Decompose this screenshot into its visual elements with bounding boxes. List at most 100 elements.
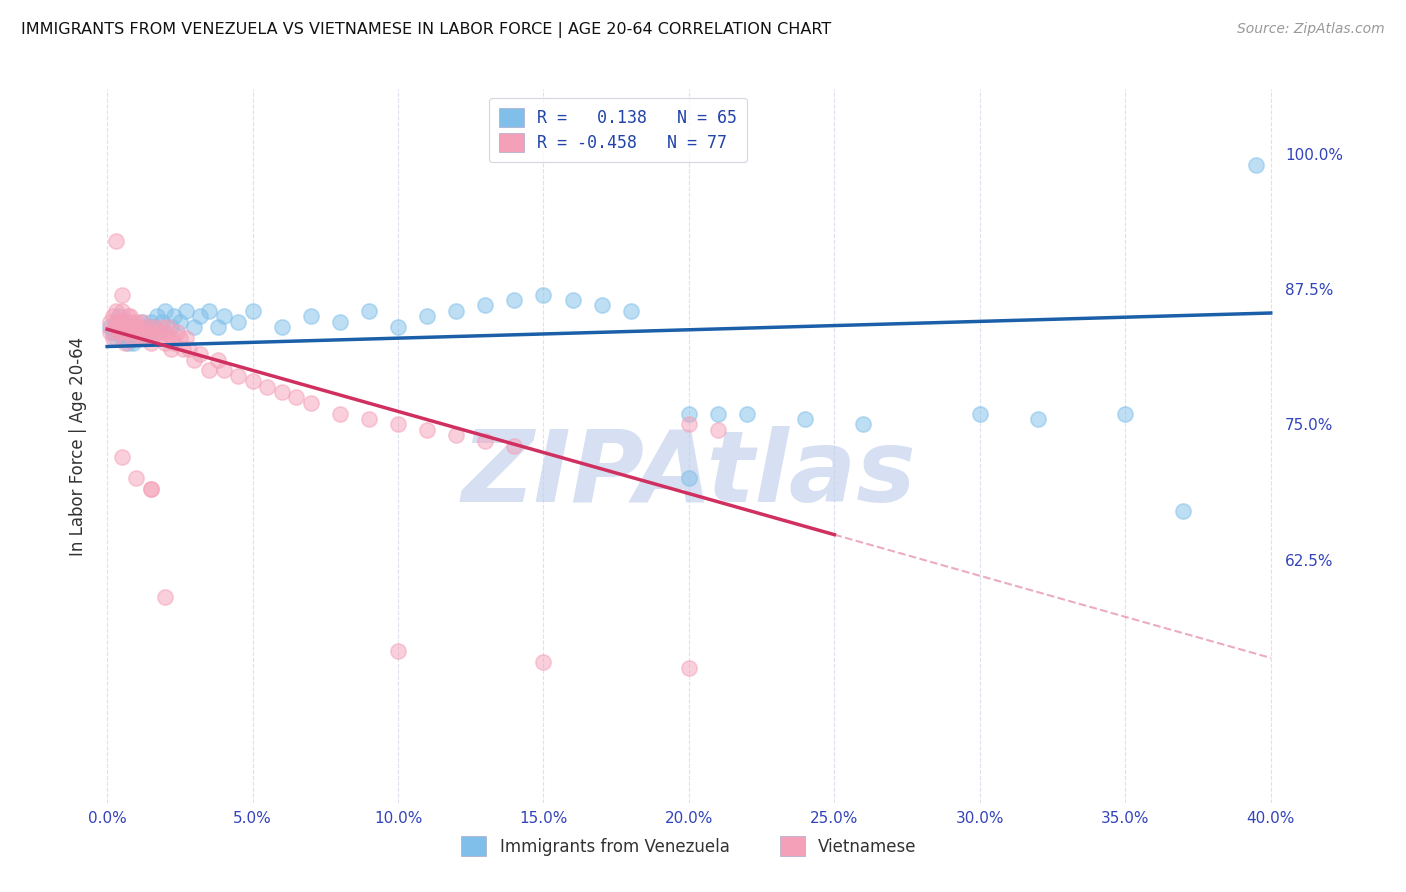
Point (212, 363, 235, 377)
Point (142, 320, 165, 334)
Point (101, 326, 124, 340)
Point (678, 660, 700, 674)
Text: ZIPAtlas: ZIPAtlas (461, 426, 917, 523)
Point (163, 336, 186, 351)
Point (270, 384, 292, 399)
Point (620, 303, 643, 318)
Point (107, 320, 129, 334)
Point (198, 303, 221, 318)
Point (114, 315, 136, 329)
Point (111, 326, 134, 340)
Point (131, 315, 153, 329)
Point (111, 303, 134, 318)
Point (120, 331, 142, 345)
Point (387, 417, 409, 432)
Point (735, 407, 758, 421)
Point (387, 320, 409, 334)
Point (207, 352, 229, 367)
Point (444, 303, 467, 318)
Point (474, 298, 496, 312)
Point (387, 644, 409, 658)
Point (155, 326, 177, 340)
Point (174, 303, 197, 318)
Point (120, 310, 142, 324)
Point (285, 390, 308, 404)
Point (131, 315, 153, 329)
Point (357, 303, 380, 318)
Point (226, 368, 249, 383)
Point (114, 331, 136, 345)
Point (1026, 412, 1049, 426)
Point (852, 417, 875, 432)
Point (707, 423, 730, 437)
Point (188, 310, 211, 324)
Point (444, 428, 467, 442)
Point (120, 320, 142, 334)
Point (111, 287, 134, 301)
Point (125, 320, 148, 334)
Point (122, 320, 145, 334)
Point (416, 423, 439, 437)
Text: IMMIGRANTS FROM VENEZUELA VS VIETNAMESE IN LABOR FORCE | AGE 20-64 CORRELATION C: IMMIGRANTS FROM VENEZUELA VS VIETNAMESE … (21, 22, 831, 38)
Point (561, 293, 583, 307)
Point (131, 331, 153, 345)
Point (139, 482, 162, 496)
Point (474, 434, 496, 448)
Point (148, 326, 170, 340)
Point (98, 320, 121, 334)
Point (256, 379, 278, 393)
Point (533, 655, 555, 669)
Point (188, 347, 211, 361)
Legend: Immigrants from Venezuela, Vietnamese: Immigrants from Venezuela, Vietnamese (454, 830, 924, 863)
Point (172, 342, 194, 356)
Point (125, 326, 148, 340)
Point (114, 320, 136, 334)
Point (134, 326, 156, 340)
Point (357, 412, 380, 426)
Point (111, 331, 134, 345)
Point (139, 326, 162, 340)
Point (117, 326, 139, 340)
Point (128, 320, 150, 334)
Y-axis label: In Labor Force | Age 20-64: In Labor Force | Age 20-64 (69, 336, 87, 556)
Point (145, 310, 167, 324)
Point (128, 326, 150, 340)
Point (114, 336, 136, 351)
Point (104, 315, 127, 329)
Point (242, 374, 264, 388)
Point (111, 320, 134, 334)
Point (122, 331, 145, 345)
Point (139, 315, 162, 329)
Point (139, 336, 162, 351)
Point (160, 320, 183, 334)
Point (678, 407, 700, 421)
Point (104, 315, 127, 329)
Point (1114, 407, 1136, 421)
Point (145, 326, 167, 340)
Point (131, 331, 153, 345)
Point (155, 303, 177, 318)
Point (148, 331, 170, 345)
Point (503, 293, 526, 307)
Point (136, 320, 159, 334)
Point (270, 320, 292, 334)
Point (177, 342, 200, 356)
Point (134, 326, 156, 340)
Point (198, 363, 221, 377)
Point (111, 326, 134, 340)
Point (142, 320, 165, 334)
Point (160, 331, 183, 345)
Point (226, 315, 249, 329)
Point (207, 320, 229, 334)
Point (120, 315, 142, 329)
Point (591, 298, 613, 312)
Point (111, 450, 134, 464)
Point (416, 310, 439, 324)
Point (678, 471, 700, 485)
Point (155, 591, 177, 605)
Point (107, 326, 129, 340)
Point (157, 320, 180, 334)
Point (503, 439, 526, 453)
Point (125, 315, 148, 329)
Point (104, 303, 127, 318)
